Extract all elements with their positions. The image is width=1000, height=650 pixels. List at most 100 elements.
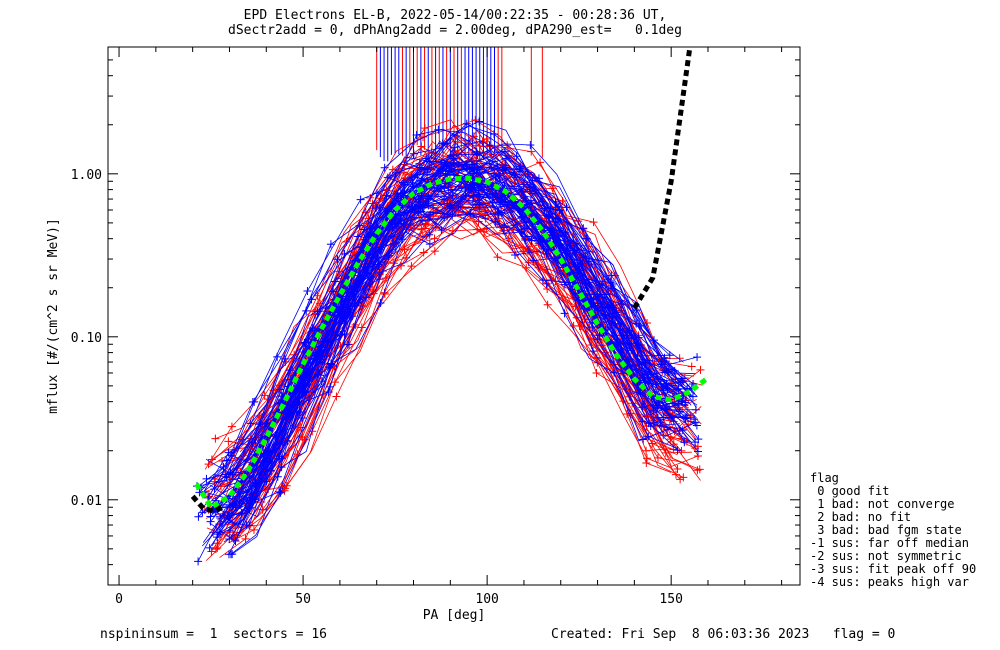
red-sweep-marker (407, 262, 416, 271)
blue-sweep-marker (329, 287, 338, 296)
blue-sweep-marker (663, 384, 672, 393)
blue-sweep-marker (570, 246, 579, 255)
blue-sweep-marker (646, 370, 655, 379)
blue-sweep-marker (273, 352, 282, 361)
red-sweep-marker (249, 525, 258, 534)
blue-sweep-marker (441, 169, 450, 178)
blue-sweep-marker (659, 413, 668, 422)
blue-sweep-marker (444, 183, 453, 192)
blue-sweep-marker (538, 276, 547, 285)
blue-sweep-marker (242, 496, 251, 505)
blue-sweep-marker (313, 307, 322, 316)
blue-sweep-marker (450, 143, 459, 152)
blue-sweep-marker (314, 365, 322, 374)
blue-sweep-marker (500, 223, 509, 232)
blue-sweep-marker (526, 182, 535, 191)
blue-sweep-line (227, 169, 695, 516)
blue-sweep-marker (473, 151, 482, 160)
blue-sweep-marker (511, 250, 520, 259)
blue-sweep-line (206, 128, 675, 480)
y-tick-label: 1.00 (71, 168, 102, 183)
red-sweep-marker (677, 446, 686, 455)
blue-sweep-marker (247, 438, 256, 447)
blue-sweep-marker (225, 526, 234, 535)
blue-sweep-marker (194, 512, 203, 521)
blue-sweep-marker (662, 366, 671, 375)
red-sweep-marker (536, 158, 545, 167)
blue-sweep-marker (560, 309, 569, 318)
red-sweep-marker (693, 466, 702, 475)
blue-sweep-marker (607, 271, 616, 280)
red-sweep-marker (430, 234, 439, 243)
legend-title: flag (810, 471, 839, 485)
blue-sweep-marker (425, 230, 434, 239)
chart-title: EPD Electrons EL-B, 2022-05-14/00:22:35 … (243, 8, 667, 23)
red-sweep-marker (228, 531, 237, 540)
blue-sweep-marker (219, 462, 228, 471)
blue-sweep-marker (206, 512, 215, 521)
blue-sweep-marker (416, 163, 425, 172)
blue-sweep-marker (693, 353, 702, 362)
blue-sweep-marker (260, 449, 269, 458)
blue-sweep-marker (544, 212, 553, 221)
red-sweep-marker (666, 435, 675, 444)
red-sweep-marker (400, 245, 409, 254)
red-sweep-marker (207, 547, 216, 556)
blue-sweep-marker (418, 217, 427, 226)
blue-sweep-marker (634, 333, 643, 342)
blue-sweep-marker (435, 166, 444, 175)
blue-sweep-marker (582, 234, 591, 243)
blue-sweep-marker (301, 338, 310, 347)
blue-sweep-marker (528, 176, 537, 185)
blue-sweep-marker (424, 192, 433, 201)
blue-sweep-marker (393, 189, 402, 198)
red-sweep-marker (224, 437, 233, 446)
red-sweep-marker (642, 459, 651, 468)
blue-sweep-marker (227, 451, 236, 460)
blue-sweep-marker (280, 354, 289, 363)
green-fit-curve (194, 175, 710, 511)
blue-sweep-marker (312, 351, 321, 360)
blue-sweep-marker (222, 472, 231, 481)
blue-sweep-marker (273, 472, 282, 481)
blue-sweep-marker (365, 279, 374, 288)
blue-sweep-line (230, 121, 698, 467)
blue-sweep-marker (448, 191, 457, 200)
blue-sweep-marker (467, 157, 476, 166)
red-sweep-marker (400, 160, 409, 169)
red-sweep-marker (696, 365, 705, 374)
blue-sweep-marker (487, 163, 496, 172)
red-sweep-marker (357, 323, 366, 332)
legend-item: -1 sus: far off median (810, 536, 969, 550)
legend-item: -4 sus: peaks high var (810, 575, 969, 589)
blue-sweep-marker (691, 438, 700, 447)
legend-item: 3 bad: bad fgm state (810, 523, 962, 537)
x-tick-label: 150 (659, 592, 682, 607)
red-sweep-marker (676, 475, 685, 484)
blue-sweep-marker (226, 468, 235, 477)
red-sweep-marker (679, 473, 688, 482)
blue-sweep-marker (343, 340, 352, 349)
red-sweep-marker (227, 422, 236, 431)
blue-sweep-marker (462, 119, 471, 128)
blue-sweep-marker (665, 351, 674, 360)
blue-sweep-marker (638, 417, 647, 426)
red-sweep-marker (527, 147, 536, 156)
blue-sweep-marker (286, 366, 295, 375)
blue-sweep-marker (493, 160, 502, 169)
blue-sweep-marker (216, 528, 225, 537)
blue-sweep-marker (205, 543, 214, 552)
red-sweep-marker (589, 218, 598, 227)
blue-sweep-marker (231, 498, 240, 507)
red-sweep-marker (480, 227, 489, 236)
blue-sweep-marker (324, 387, 333, 396)
red-sweep-marker (213, 544, 222, 553)
blue-sweep-line (198, 164, 668, 518)
red-sweep-marker (673, 465, 682, 474)
red-sweep-marker (211, 434, 220, 443)
blue-sweep-marker (542, 279, 551, 288)
black-fit-curve-left (190, 494, 224, 514)
footer-right-info: Created: Fri Sep 8 06:03:36 2023 flag = … (551, 627, 896, 642)
red-sweep-marker (592, 369, 601, 378)
